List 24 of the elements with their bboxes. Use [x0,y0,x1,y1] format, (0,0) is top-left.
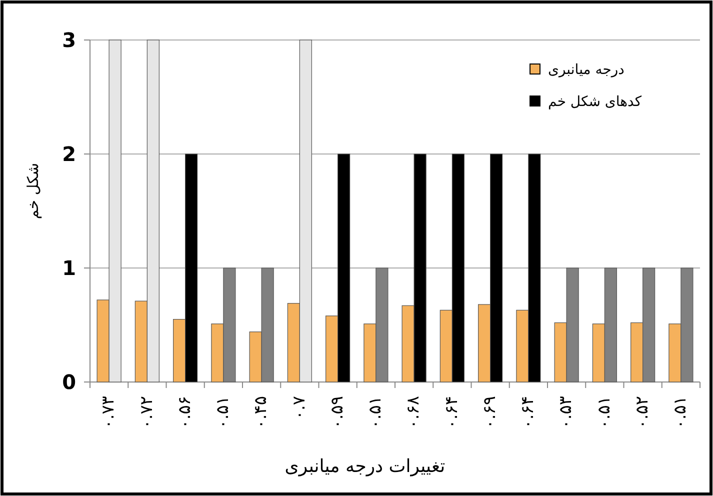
y-tick-label: 3 [62,28,76,52]
x-tick-label: ۰.۷۳ [98,396,119,429]
x-tick-label: ۰.۵۱ [366,396,386,429]
x-tick-label: ۰.۶۴ [442,396,462,429]
y-tick-label: 1 [62,256,76,280]
y-tick-label: 2 [62,142,76,166]
y-tick-label: 0 [62,370,76,394]
legend-label: کدهای شکل خم [548,94,642,110]
x-tick-label: ۰.۵۶ [174,396,195,429]
x-tick-label: ۰.۵۱ [594,396,614,429]
x-tick-label: ۰.۵۳ [556,396,576,429]
x-tick-label: ۰.۶۴ [518,396,538,429]
x-tick-label: ۰.۴۵ [251,396,272,429]
y-axis-title: شکل خم [24,162,42,220]
x-tick-label: ۰.۵۱ [670,396,691,429]
x-axis-title: تغییرات درجه میانبری [284,456,446,477]
x-tick-label: ۰.۶۹ [480,396,500,429]
legend-label: درجه میانبری [548,62,624,78]
x-tick-label: ۰.۷۲ [136,396,157,429]
x-tick-label: ۰.۵۲ [632,396,652,429]
x-tick-label: ۰.۶۸ [404,396,424,429]
x-tick-label: ۰.۵۱ [213,396,234,429]
x-tick-label: ۰.۷ [289,396,310,420]
x-tick-label: ۰.۵۹ [327,396,348,429]
